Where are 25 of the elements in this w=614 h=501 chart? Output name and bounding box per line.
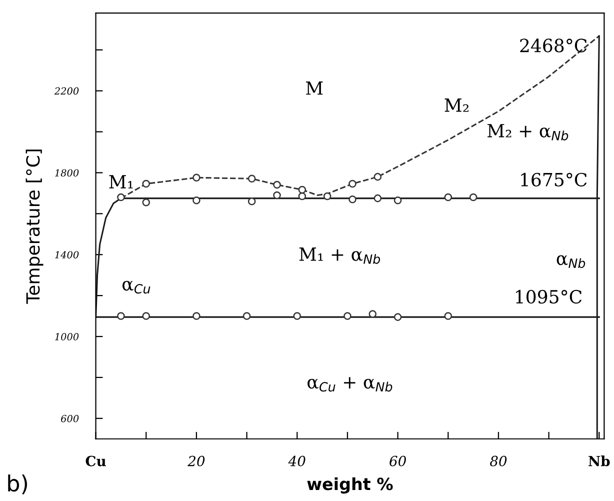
y-tick-label: 2200 — [54, 87, 79, 95]
annotation: 2468°C — [520, 38, 587, 52]
x-tick-label: Cu — [86, 456, 106, 466]
annotation: M₂ + α$_{Nb}$ — [487, 124, 568, 140]
annotation: M₁ — [109, 175, 133, 188]
y-tick-label: 600 — [61, 414, 79, 422]
x-tick-label: 80 — [490, 456, 507, 466]
annotation: 1675°C — [521, 172, 587, 186]
annotation: M₂ — [444, 98, 468, 112]
y-tick-label: 1000 — [55, 332, 79, 340]
annotation: M — [306, 82, 323, 95]
x-tick-label: 20 — [188, 456, 205, 466]
x-tick-label: 60 — [390, 456, 406, 466]
x-tick-label: 40 — [288, 456, 306, 466]
text: b) — [8, 474, 28, 494]
y-tick-label: 1400 — [55, 251, 79, 258]
annotation: α$_{Cu}$ — [122, 280, 150, 294]
annotation: α$_{Nb}$ — [556, 255, 586, 268]
x-axis-title: weight % — [307, 477, 393, 494]
annotation: 1095°C — [516, 290, 582, 304]
y-tick-label: 1800 — [55, 169, 79, 177]
x-tick-label: Nb — [588, 456, 610, 466]
y-axis-title: Temperature [°C] — [26, 150, 44, 304]
annotation: α$_{Cu}$ + α$_{Nb}$ — [308, 377, 392, 392]
annotation: M₁ + α$_{Nb}$ — [299, 248, 380, 264]
